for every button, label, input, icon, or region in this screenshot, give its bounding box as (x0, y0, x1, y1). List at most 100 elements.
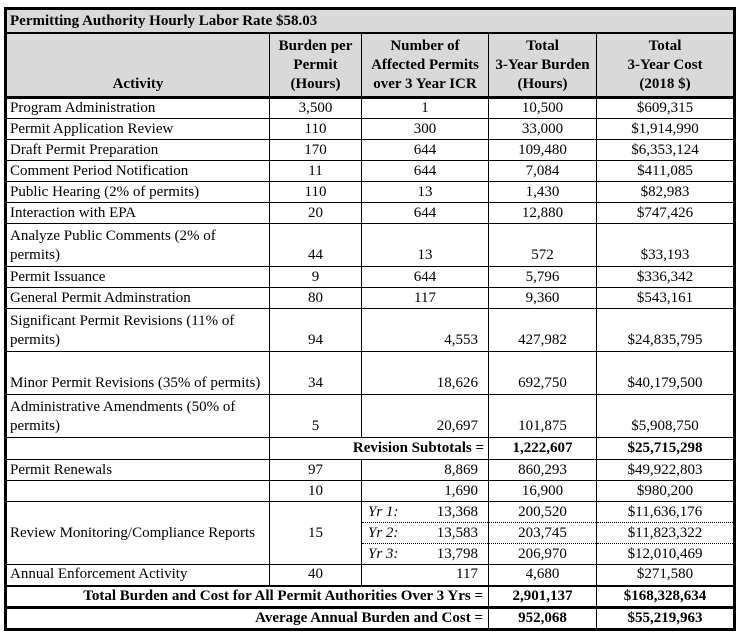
cell-activity: Program Administration (5, 97, 270, 119)
cell-total-burden: 109,480 (488, 139, 597, 161)
average-annual-row: Average Annual Burden and Cost = 952,068… (5, 606, 736, 630)
average-annual-cost: $55,219,963 (595, 606, 736, 630)
table-row: Analyze Public Comments (2% of permits) … (5, 223, 736, 267)
cell-total-burden: 16,900 (488, 480, 597, 502)
revision-subtotals-label: Revision Subtotals = (269, 437, 489, 460)
cell-permits: 644 (361, 139, 489, 161)
cell-burden: 34 (269, 351, 362, 395)
cell-activity: Administrative Amendments (50% of permit… (5, 394, 270, 438)
cell-activity: Permit Renewals (5, 459, 270, 481)
cell-activity: Significant Permit Revisions (11% of per… (5, 308, 270, 352)
grand-total-row: Total Burden and Cost for All Permit Aut… (5, 584, 736, 609)
permitting-authority-cost-table: Permitting Authority Hourly Labor Rate $… (4, 7, 737, 631)
table-row: Comment Period Notification 11 644 7,084… (5, 160, 736, 182)
table-row: Draft Permit Preparation 170 644 109,480… (5, 139, 736, 161)
cell-burden: 94 (269, 308, 362, 352)
cell-total-cost: $336,342 (595, 266, 736, 288)
cell-permits: 4,553 (361, 308, 489, 352)
table-title-row: Permitting Authority Hourly Labor Rate $… (4, 8, 736, 34)
cell-burden: 5 (269, 394, 362, 438)
table-row: Permit Application Review 110 300 33,000… (5, 118, 736, 140)
average-annual-burden: 952,068 (488, 606, 597, 630)
cell-activity-monitoring: Review Monitoring/Compliance Reports (5, 501, 270, 565)
cell-total-cost-yr3: $12,010,469 (595, 543, 736, 565)
cell-permits-yr3: Yr 3: 13,798 (361, 543, 489, 565)
cell-activity: Analyze Public Comments (2% of permits) (5, 223, 270, 267)
cell-burden: 44 (269, 223, 362, 267)
year-label: Yr 2: (368, 524, 399, 541)
cell-total-burden: 427,982 (488, 308, 597, 352)
cell-permits: 1,690 (361, 480, 489, 502)
cell-total-cost: $609,315 (595, 97, 736, 119)
cell-burden: 110 (269, 118, 362, 140)
cell-total-burden: 572 (488, 223, 597, 267)
cell-activity: Comment Period Notification (5, 160, 270, 182)
cell-total-cost: $40,179,500 (595, 351, 736, 395)
table-row: Annual Enforcement Activity 40 117 4,680… (5, 564, 736, 586)
cell-total-burden: 860,293 (488, 459, 597, 481)
cell-permits: 20,697 (361, 394, 489, 438)
cell-activity: Interaction with EPA (5, 202, 270, 224)
column-header-activity: Activity (5, 32, 270, 99)
table-row: Administrative Amendments (50% of permit… (5, 394, 736, 438)
cell-activity: Permit Issuance (5, 266, 270, 288)
cell-activity: Public Hearing (2% of permits) (5, 181, 270, 203)
column-header-permits: Number of Affected Permits over 3 Year I… (361, 32, 489, 99)
table-row: Permit Issuance 9 644 5,796 $336,342 (5, 266, 736, 288)
table-row: Program Administration 3,500 1 10,500 $6… (5, 97, 736, 119)
cell-activity: Minor Permit Revisions (35% of permits) (5, 351, 270, 395)
cell-total-burden: 7,084 (488, 160, 597, 182)
cell-total-burden: 692,750 (488, 351, 597, 395)
cell-total-cost: $1,914,990 (595, 118, 736, 140)
table-row: Permit Renewals 97 8,869 860,293 $49,922… (5, 459, 736, 481)
cell-burden: 9 (269, 266, 362, 288)
column-header-row: Activity Burden per Permit (Hours) Numbe… (5, 32, 736, 99)
cell-total-cost: $543,161 (595, 287, 736, 309)
cell-activity-empty (5, 480, 270, 502)
cell-total-cost: $33,193 (595, 223, 736, 267)
cell-permits: 8,869 (361, 459, 489, 481)
cell-permits-yr2: Yr 2: 13,583 (361, 522, 489, 544)
cell-total-burden-yr3: 206,970 (488, 543, 597, 565)
cell-permits: 1 (361, 97, 489, 119)
cell-total-burden: 12,880 (488, 202, 597, 224)
monitoring-year-row: Review Monitoring/Compliance Reports 15 … (5, 501, 736, 565)
cell-activity: General Permit Adminstration (5, 287, 270, 309)
table-row: General Permit Adminstration 80 117 9,36… (5, 287, 736, 309)
cell-burden: 110 (269, 181, 362, 203)
cell-burden: 3,500 (269, 97, 362, 119)
monitoring-year-row: Yr 2: 13,583 203,745 $11,823,322 (6, 522, 736, 544)
cell-total-burden-yr1: 200,520 (488, 501, 597, 523)
cell-total-burden-yr2: 203,745 (488, 522, 597, 544)
grand-total-burden: 2,901,137 (488, 584, 597, 609)
year-permits-value: 13,798 (436, 545, 478, 562)
cell-total-burden: 1,430 (488, 181, 597, 203)
cell-activity: Permit Application Review (5, 118, 270, 140)
cell-permits-yr1: Yr 1: 13,368 (361, 501, 489, 523)
cell-total-cost: $6,353,124 (595, 139, 736, 161)
revision-subtotal-burden: 1,222,607 (488, 437, 597, 460)
cell-total-cost-yr1: $11,636,176 (595, 501, 736, 523)
cell-total-burden: 33,000 (488, 118, 597, 140)
cell-burden: 40 (269, 564, 362, 586)
cell-total-burden: 10,500 (488, 97, 597, 119)
cell-total-burden: 9,360 (488, 287, 597, 309)
cell-total-cost: $271,580 (595, 564, 736, 586)
table-title: Permitting Authority Hourly Labor Rate $… (4, 8, 736, 34)
revision-subtotal-cost: $25,715,298 (595, 437, 736, 460)
column-header-burden: Burden per Permit (Hours) (269, 32, 362, 99)
table-row: 10 1,690 16,900 $980,200 (5, 480, 736, 502)
cell-total-cost: $980,200 (595, 480, 736, 502)
cell-activity-empty (5, 437, 270, 460)
column-header-total-cost: Total 3-Year Cost (2018 $) (595, 32, 736, 99)
cell-permits: 644 (361, 266, 489, 288)
cell-total-burden: 5,796 (488, 266, 597, 288)
revision-subtotals-row: Revision Subtotals = 1,222,607 $25,715,2… (5, 437, 736, 460)
cell-activity: Draft Permit Preparation (5, 139, 270, 161)
grand-total-cost: $168,328,634 (595, 584, 736, 609)
year-label: Yr 1: (368, 503, 399, 520)
cell-total-cost: $49,922,803 (595, 459, 736, 481)
cell-burden: 10 (269, 480, 362, 502)
grand-total-label: Total Burden and Cost for All Permit Aut… (5, 584, 489, 609)
cell-total-cost: $5,908,750 (595, 394, 736, 438)
